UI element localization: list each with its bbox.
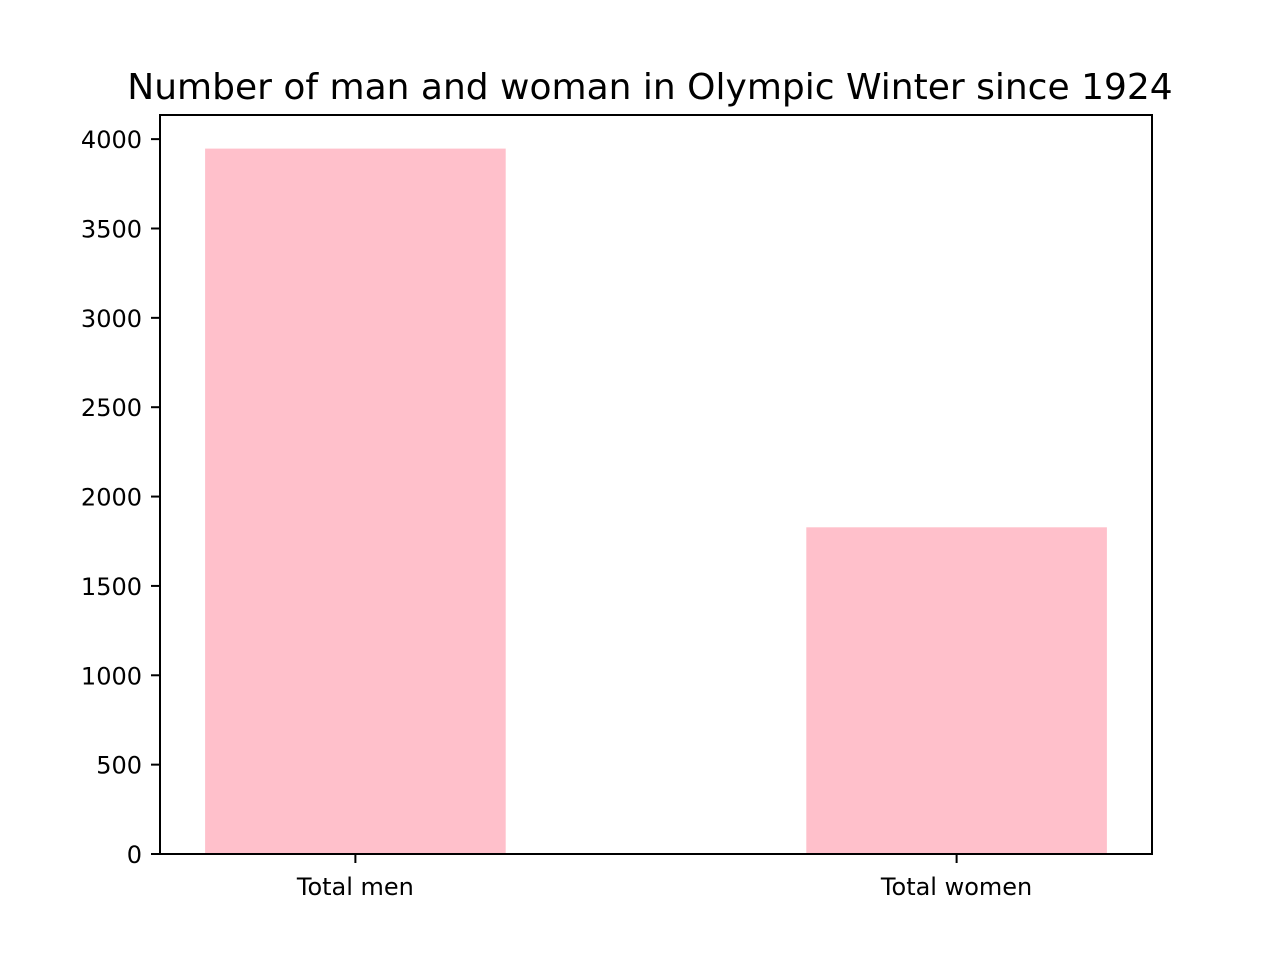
x-tick-label: Total men [296,873,414,901]
x-axis: Total men Total women [296,854,1032,901]
y-tick-label: 4000 [81,126,142,154]
chart-title: Number of man and woman in Olympic Winte… [127,67,1172,108]
bar-total-women [806,527,1107,854]
y-tick-label: 500 [96,752,142,780]
x-tick-label: Total women [880,873,1032,901]
y-axis: 0 500 1000 1500 2000 2500 3000 3500 4000 [81,126,160,869]
y-tick-label: 0 [127,841,142,869]
y-tick-label: 3500 [81,215,142,243]
bars-group [205,148,1107,855]
y-tick-label: 2500 [81,394,142,422]
y-tick-label: 3000 [81,305,142,333]
bar-total-men [205,148,506,855]
y-tick-label: 1000 [81,662,142,690]
plot-frame [159,114,1153,855]
y-tick-label: 1500 [81,573,142,601]
y-tick-label: 2000 [81,484,142,512]
